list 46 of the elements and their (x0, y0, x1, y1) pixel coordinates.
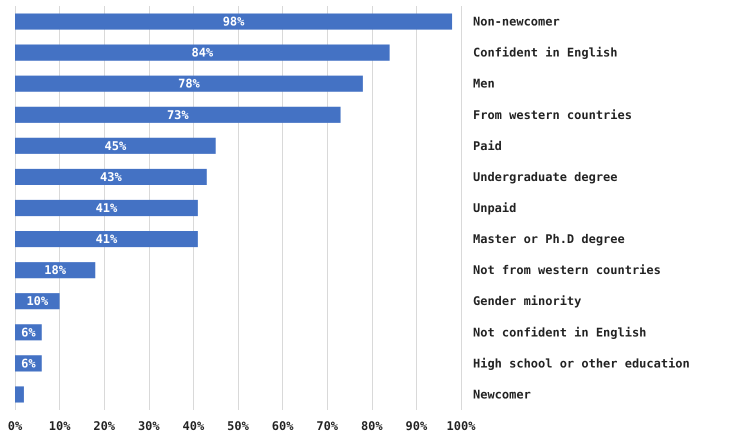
data-label: 41% (96, 232, 118, 246)
y-tick-label: Gender minority (473, 294, 582, 308)
x-tick-label: 30% (138, 419, 160, 433)
data-label: 41% (96, 201, 118, 215)
bar (15, 200, 198, 216)
y-tick-label: Not confident in English (473, 325, 646, 340)
y-tick-label: Not from western countries (473, 263, 661, 278)
x-tick-label: 70% (316, 419, 339, 433)
y-tick-label: From western countries (473, 108, 632, 122)
x-tick-label: 10% (48, 419, 72, 433)
y-tick-label: Confident in English (473, 46, 618, 60)
y-tick-label: High school or other education (473, 356, 690, 370)
x-tick-label: 40% (182, 419, 206, 433)
data-label: 18% (44, 263, 67, 278)
y-tick-label: Men (473, 76, 495, 91)
y-tick-label: Non-newcomer (473, 14, 560, 29)
y-tick-label: Master or Ph.D degree (473, 232, 625, 246)
x-tick-label: 50% (227, 419, 250, 433)
y-tick-label: Undergraduate degree (473, 170, 618, 184)
bar (15, 13, 452, 30)
bar (15, 230, 198, 248)
data-label: 45% (104, 138, 127, 153)
bar (15, 262, 96, 278)
data-label: 84% (191, 46, 214, 60)
x-tick-label: 90% (406, 419, 428, 433)
x-tick-label: 20% (93, 419, 116, 433)
y-tick-label: Unpaid (473, 201, 516, 215)
bar (15, 138, 216, 154)
y-tick-label: Paid (473, 138, 502, 153)
bar (15, 106, 341, 123)
data-label: 73% (166, 108, 190, 122)
bar (15, 386, 24, 403)
x-tick-label: 0% (8, 419, 23, 433)
data-label: 78% (178, 76, 201, 91)
bar (15, 168, 207, 186)
data-label: 10% (26, 294, 49, 308)
data-label: 43% (100, 170, 122, 184)
x-tick-label: 80% (360, 419, 384, 433)
y-tick-label: Newcomer (473, 387, 531, 402)
x-tick-label: 60% (272, 419, 294, 433)
data-label: 98% (222, 14, 246, 29)
x-tick-label: 100% (446, 419, 476, 433)
data-label: 6% (21, 356, 36, 370)
bar (15, 76, 363, 92)
bar (15, 44, 390, 61)
data-label: 6% (21, 325, 36, 340)
